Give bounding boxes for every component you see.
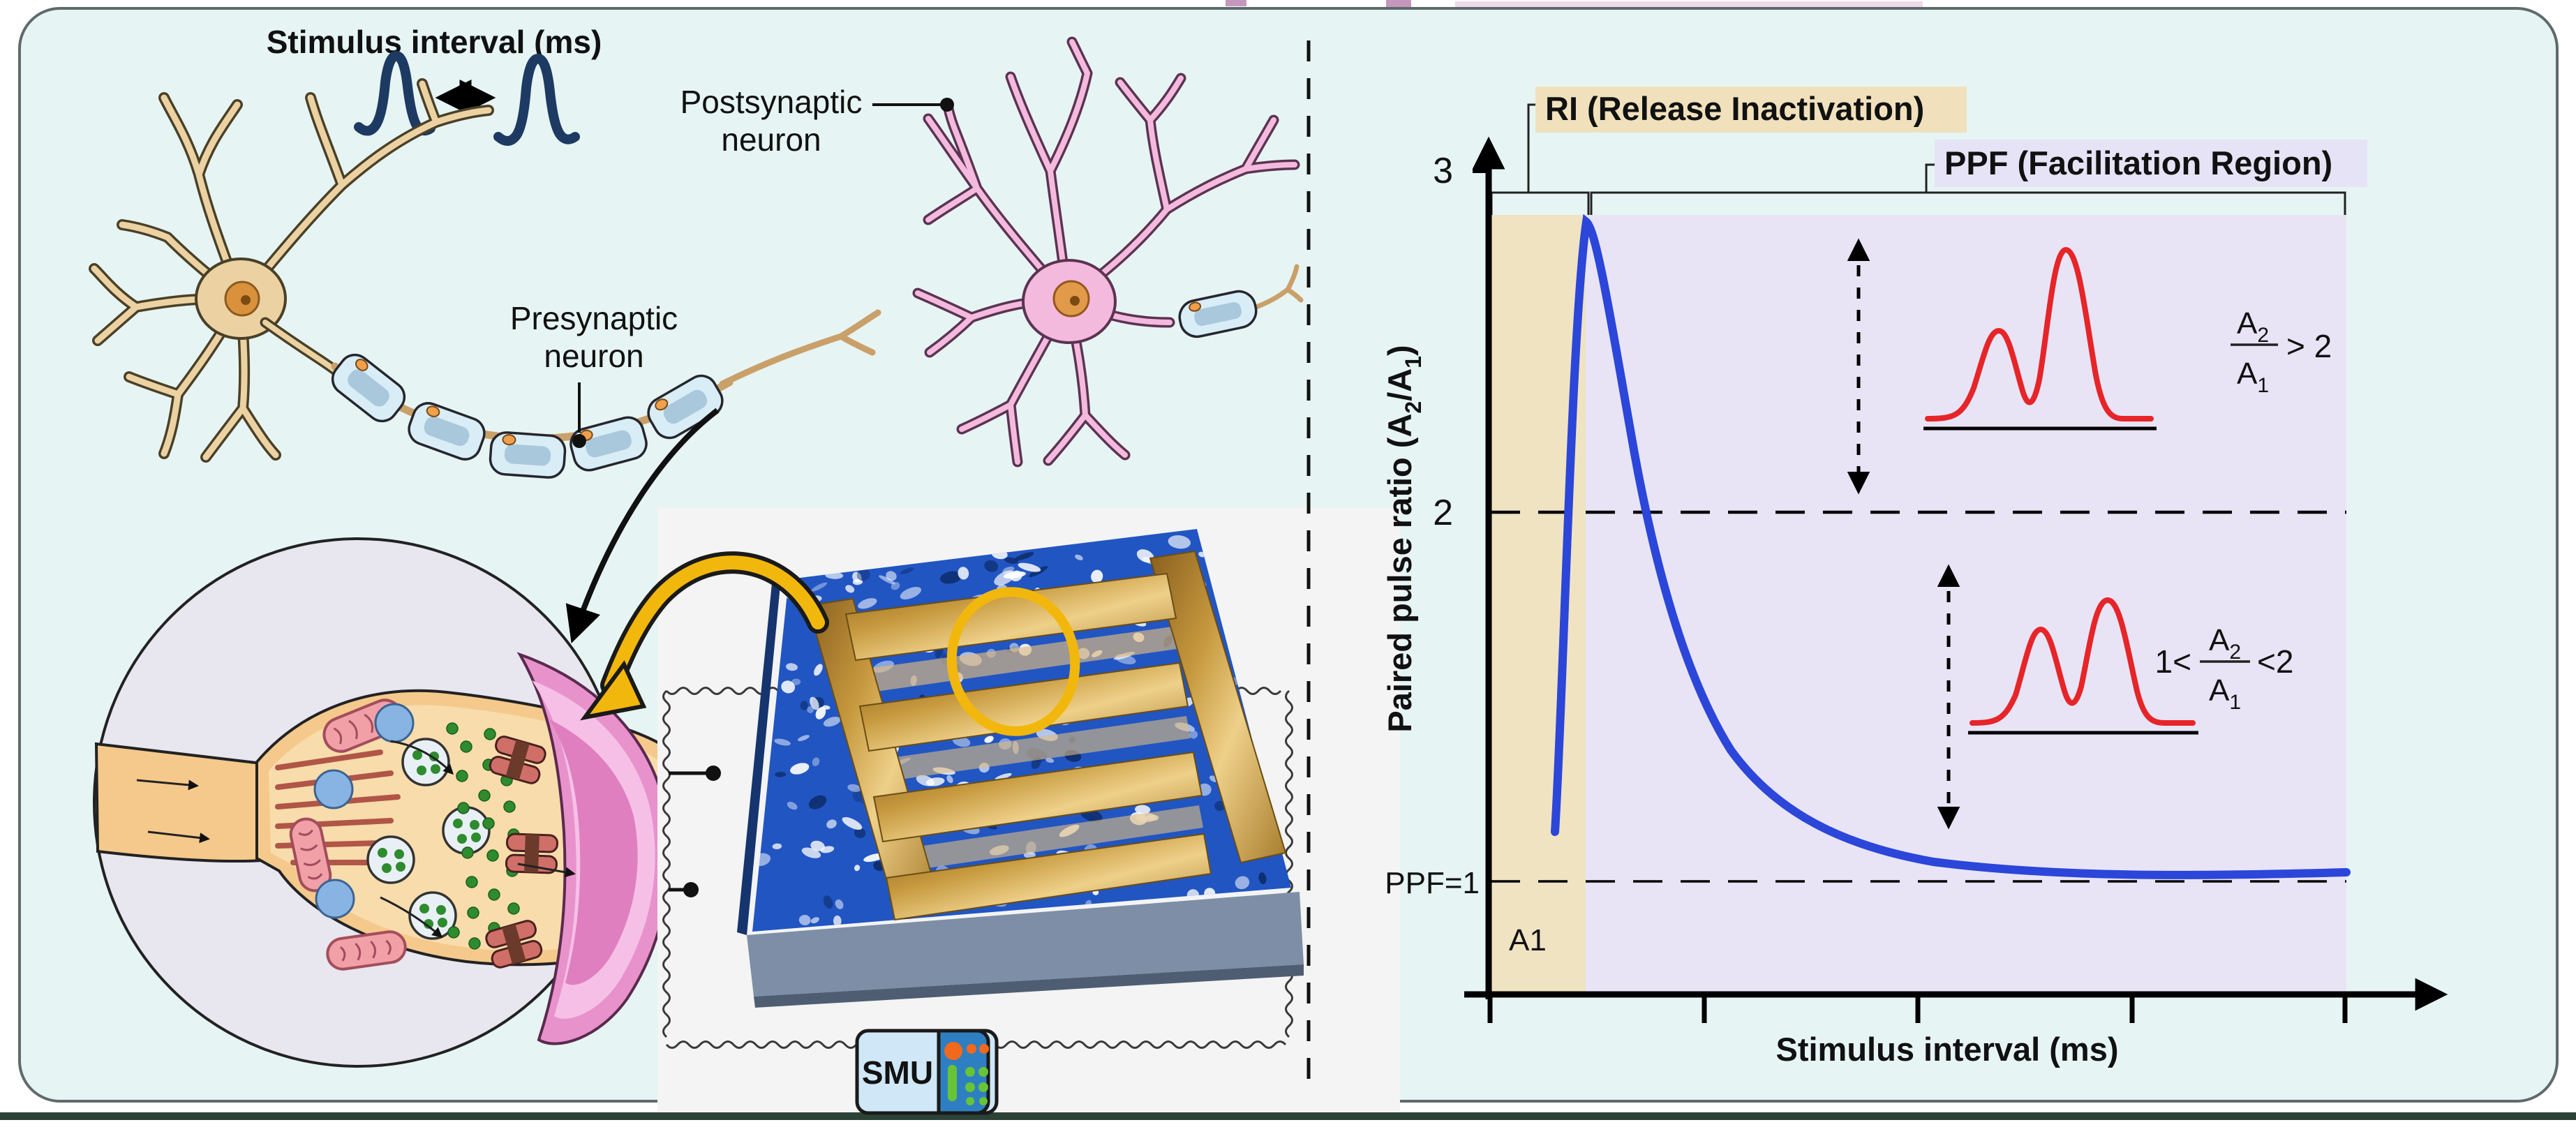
formula-1-lt-ratio-lt-2: 1< A2 A1 <2: [2155, 623, 2294, 714]
paired-pulse-icon-large-ratio: [1923, 246, 2157, 431]
postsynaptic-label-line1: Postsynaptic: [680, 84, 863, 120]
postsynaptic-axon-myelin: [1178, 290, 1258, 338]
axon-tube: [94, 742, 275, 863]
postsynaptic-neuron: [912, 36, 1304, 468]
ytick-ppf1: PPF=1: [1385, 866, 1480, 900]
postsynaptic-nucleolus: [1070, 296, 1080, 306]
presynaptic-label-line1: Presynaptic: [510, 300, 678, 336]
x-axis-label: Stimulus interval (ms): [1776, 1031, 2119, 1068]
svg-text:<2: <2: [2257, 643, 2293, 680]
magnify-arrow: [565, 408, 720, 643]
paired-pulse-icon-small-ratio: [1968, 597, 2198, 735]
smu-instrument: SMU: [855, 1029, 999, 1115]
a1-label: A1: [1509, 923, 1547, 957]
neuron-labels: Postsynaptic neuron Presynaptic neuron: [510, 84, 954, 448]
flow-arrows: [136, 740, 576, 938]
memristor-chip: [683, 529, 1304, 1008]
presynaptic-label-line2: neuron: [544, 338, 643, 374]
postsynaptic-axon-terminal: [1253, 264, 1304, 310]
formula-ratio-gt-2: A2 A1 > 2: [2231, 306, 2332, 397]
highlight-ellipse: [946, 587, 1080, 736]
device-photo-area: SMU: [580, 507, 1400, 1115]
electrode-bar: [844, 572, 1177, 662]
svg-text:A1: A1: [2237, 357, 2269, 397]
svg-text:1<: 1<: [2155, 643, 2191, 680]
top-crop-artifact: [1386, 0, 1411, 7]
spike-icon-right: [493, 54, 580, 146]
vesicle-with-neurotransmitters: [408, 891, 457, 940]
myelinated-axon: [260, 309, 881, 479]
synapse-zoom-circle: [93, 537, 693, 1068]
postsynaptic-receptors: [485, 736, 559, 969]
vesicle-with-neurotransmitters: [366, 835, 415, 884]
svg-text:> 2: > 2: [2286, 328, 2332, 364]
electrode-rail-right: [1149, 550, 1287, 864]
gold-electrodes: [807, 550, 1287, 921]
ri-label-box: [1535, 87, 1967, 133]
electrode-bar: [872, 751, 1203, 843]
synaptic-vesicles: [313, 703, 491, 940]
presynaptic-pointer-dot: [572, 434, 586, 448]
smu-label: SMU: [862, 1054, 933, 1091]
top-crop-artifact: [1455, 1, 1923, 8]
postsynaptic-membrane: [516, 652, 671, 1045]
ppf-curve: [1551, 214, 2351, 879]
top-crop-artifact: [1226, 0, 1246, 6]
region-brackets: [1490, 103, 2346, 215]
postsynaptic-pointer-dot: [940, 98, 954, 112]
y-axis-label: Paired pulse ratio (A2/A1): [1381, 345, 1426, 732]
ri-region: [1491, 215, 1586, 992]
vesicle-with-neurotransmitters: [401, 738, 450, 786]
ppf-label: PPF (Facilitation Region): [1944, 144, 2332, 181]
ppf-plot: RI (Release Inactivation) PPF (Facilitat…: [1381, 87, 2448, 1068]
ppf-label-box: [1935, 140, 2367, 187]
mitochondria: [289, 699, 407, 971]
contact-dot: [683, 882, 699, 897]
bottom-rule: [0, 1112, 2576, 1120]
ytick-2: 2: [1433, 493, 1453, 533]
svg-text:A2: A2: [2209, 623, 2241, 664]
chip-front-face: [747, 892, 1304, 997]
svg-text:A2: A2: [2237, 306, 2269, 347]
stimulus-interval-title: Stimulus interval (ms): [267, 24, 602, 60]
presynaptic-nucleolus: [241, 295, 251, 305]
contact-dot: [706, 766, 721, 781]
svg-text:A1: A1: [2209, 673, 2241, 714]
ytick-3: 3: [1433, 151, 1453, 191]
electrode-bar: [885, 833, 1212, 921]
vesicle-with-neurotransmitters: [442, 806, 491, 855]
postsynaptic-label-line2: neuron: [721, 121, 821, 158]
x-axis-ticks: [1487, 994, 2348, 1023]
myelin-segments: [331, 353, 724, 479]
device-analogy-arrow: [580, 551, 829, 721]
ri-label: RI (Release Inactivation): [1545, 90, 1924, 127]
